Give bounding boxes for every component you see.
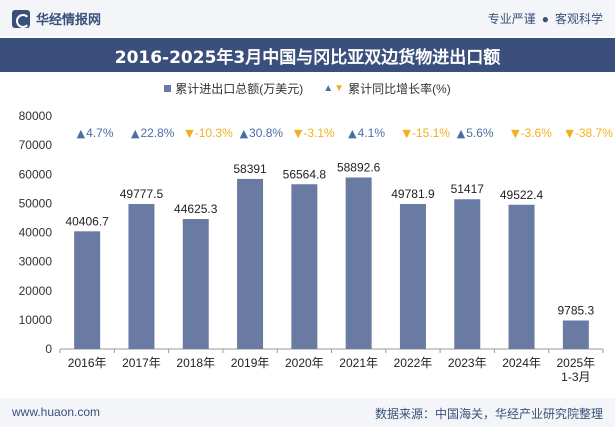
x-tick-label: 1-3月 [561,370,590,384]
growth-rate-label: 4.7% [86,126,114,140]
legend-item-growth: ▲ ▼ 累计同比增长率(%) [323,80,450,97]
growth-up-triangle-icon: ▲ [457,127,466,140]
tagline-left: 专业严谨 [487,12,536,26]
y-tick-label: 80000 [19,109,53,123]
legend-label-total: 累计进出口总额(万美元) [175,82,304,96]
brand-name: 华经情报网 [36,12,102,27]
bar-value-label: 58391 [233,162,267,176]
bar [237,178,264,349]
bar [291,184,318,349]
legend-triangle-down-icon: ▼ [334,83,345,94]
footer-bar: www.huaon.com 数据来源：中国海关，华经产业研究院整理 [0,398,615,427]
growth-up-triangle-icon: ▲ [348,127,357,140]
bar [74,231,101,349]
growth-down-triangle-icon: ▼ [402,127,411,140]
bar-value-label: 49781.9 [391,187,435,201]
bar-value-label: 49522.4 [500,188,544,202]
x-tick-label: 2021年 [339,356,378,370]
y-tick-label: 20000 [19,284,53,298]
legend-triangle-up-icon: ▲ [323,83,334,94]
bar-value-label: 9785.3 [557,304,594,318]
bar [128,204,155,349]
y-tick-label: 30000 [19,255,53,269]
growth-down-triangle-icon: ▼ [511,127,520,140]
bar-value-label: 56564.8 [283,167,327,181]
y-tick-label: 70000 [19,138,53,152]
x-tick-label: 2025年 [556,356,595,370]
bar [399,204,426,349]
bar [562,320,589,349]
bar [182,219,209,349]
brand-logo-icon [12,9,30,28]
growth-up-triangle-icon: ▲ [77,127,86,140]
footer-url: www.huaon.com [12,405,101,419]
chart-title: 2016-2025年3月中国与冈比亚双边货物进出口额 [114,47,501,68]
y-tick-label: 40000 [19,226,53,240]
growth-rate-label: -3.6% [521,126,553,140]
growth-rate-label: 30.8% [249,126,283,140]
growth-rate-label: 4.1% [358,126,386,140]
bar [454,199,481,349]
x-tick-label: 2019年 [231,356,270,370]
x-tick-label: 2018年 [176,356,215,370]
legend-item-total: 累计进出口总额(万美元) [164,80,303,97]
growth-rate-label: -10.3% [195,126,233,140]
growth-rate-label: 5.6% [466,126,494,140]
growth-up-triangle-icon: ▲ [240,127,249,140]
growth-down-triangle-icon: ▼ [294,127,303,140]
bar [508,204,535,349]
growth-down-triangle-icon: ▼ [565,127,574,140]
growth-rate-label: 22.8% [140,126,174,140]
y-tick-label: 0 [45,342,52,356]
x-tick-label: 2022年 [394,356,433,370]
x-tick-label: 2024年 [502,356,541,370]
chart-legend: 累计进出口总额(万美元) ▲ ▼ 累计同比增长率(%) [0,80,615,97]
bar [345,177,372,349]
growth-rate-label: -38.7% [575,126,613,140]
bar-chart: 0 10000 20000 30000 40000 50000 60000 70000 8000… [19,109,614,384]
growth-rate-label: -15.1% [412,126,450,140]
footer-source: 数据来源：中国海关，华经产业研究院整理 [374,407,603,421]
bar-value-label: 58892.6 [337,160,381,174]
y-tick-label: 60000 [19,167,53,181]
growth-rate-label: -3.1% [303,126,335,140]
x-tick-label: 2023年 [448,356,487,370]
brand: 华经情报网 [12,9,101,28]
bar-value-label: 44625.3 [174,202,218,216]
legend-bar-swatch-icon [164,85,172,92]
tagline: 专业严谨 ● 客观科学 [488,10,603,27]
top-bar: 华经情报网 专业严谨 ● 客观科学 [0,0,615,36]
legend-label-growth: 累计同比增长率(%) [348,82,451,96]
tagline-right: 客观科学 [554,12,603,26]
growth-down-triangle-icon: ▼ [185,127,194,140]
x-tick-label: 2016年 [68,356,107,370]
y-tick-label: 10000 [19,313,53,327]
bar-value-label: 49777.5 [120,187,164,201]
y-tick-label: 50000 [19,196,53,210]
x-tick-label: 2020年 [285,356,324,370]
title-bar: 2016-2025年3月中国与冈比亚双边货物进出口额 [0,38,615,72]
bar-value-label: 51417 [451,182,485,196]
growth-up-triangle-icon: ▲ [131,127,140,140]
x-tick-label: 2017年 [122,356,161,370]
bar-value-label: 40406.7 [65,214,109,228]
tagline-separator: ● [541,11,549,26]
